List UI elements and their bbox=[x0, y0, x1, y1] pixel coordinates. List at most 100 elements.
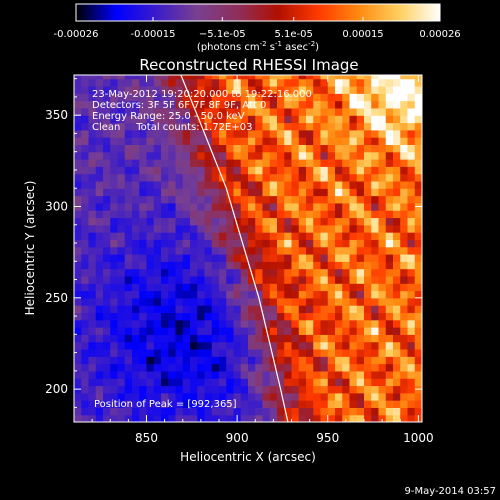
heatmap-cell bbox=[226, 348, 235, 357]
heatmap-cell bbox=[400, 378, 409, 387]
heatmap-cell bbox=[168, 173, 177, 182]
heatmap-cell bbox=[291, 385, 300, 394]
x-tick-label: 950 bbox=[316, 431, 339, 445]
heatmap-cell bbox=[175, 166, 184, 175]
heatmap-cell bbox=[364, 363, 372, 372]
heatmap-cell bbox=[269, 173, 278, 182]
heatmap-cell bbox=[342, 283, 351, 292]
heatmap-cell bbox=[320, 356, 329, 365]
heatmap-cell bbox=[414, 283, 422, 292]
heatmap-cell bbox=[291, 202, 300, 211]
heatmap-cell bbox=[407, 137, 416, 145]
heatmap-cell bbox=[182, 173, 191, 182]
heatmap-cell bbox=[168, 348, 177, 357]
heatmap-cell bbox=[219, 217, 227, 226]
heatmap-cell bbox=[248, 100, 256, 109]
heatmap-cell bbox=[284, 224, 293, 233]
heatmap-cell bbox=[190, 159, 198, 167]
heatmap-cell bbox=[211, 327, 220, 335]
heatmap-cell bbox=[277, 327, 285, 335]
heatmap-cell bbox=[219, 180, 227, 189]
heatmap-cell bbox=[255, 159, 264, 167]
heatmap-cell bbox=[313, 217, 322, 226]
heatmap-cell bbox=[385, 224, 394, 233]
heatmap-cell bbox=[103, 268, 111, 277]
heatmap-cell bbox=[190, 129, 198, 138]
heatmap-cell bbox=[81, 385, 90, 394]
heatmap-cell bbox=[204, 144, 213, 153]
heatmap-cell bbox=[161, 129, 169, 138]
heatmap-cell bbox=[400, 115, 409, 124]
heatmap-cell bbox=[211, 166, 220, 175]
heatmap-cell bbox=[313, 363, 322, 372]
heatmap-cell bbox=[327, 129, 336, 138]
heatmap-cell bbox=[240, 159, 249, 167]
heatmap-cell bbox=[407, 144, 416, 153]
heatmap-cell bbox=[356, 217, 365, 226]
heatmap-cell bbox=[153, 180, 162, 189]
heatmap-cell bbox=[385, 159, 394, 167]
heatmap-cell bbox=[298, 202, 307, 211]
heatmap-cell bbox=[306, 363, 314, 372]
heatmap-cell bbox=[139, 400, 148, 408]
heatmap-cell bbox=[95, 100, 104, 109]
heatmap-cell bbox=[349, 85, 358, 94]
heatmap-cell bbox=[400, 107, 409, 116]
heatmap-cell bbox=[153, 144, 162, 153]
heatmap-cell bbox=[385, 283, 394, 292]
heatmap-cell bbox=[306, 297, 314, 306]
heatmap-cell bbox=[95, 195, 104, 204]
heatmap-cell bbox=[81, 312, 90, 321]
heatmap-cell bbox=[342, 151, 351, 160]
heatmap-cell bbox=[306, 275, 314, 284]
heatmap-cell bbox=[139, 319, 148, 328]
heatmap-cell bbox=[371, 385, 380, 394]
heatmap-cell bbox=[378, 290, 387, 299]
heatmap-cell bbox=[349, 341, 358, 350]
heatmap-cell bbox=[385, 75, 394, 80]
heatmap-cell bbox=[146, 188, 155, 197]
heatmap-cell bbox=[153, 224, 162, 233]
heatmap-cell bbox=[226, 202, 235, 211]
heatmap-cell bbox=[248, 334, 256, 343]
heatmap-cell bbox=[255, 144, 264, 153]
heatmap-cell bbox=[182, 115, 191, 124]
heatmap-cell bbox=[168, 85, 177, 94]
heatmap-cell bbox=[414, 180, 422, 189]
heatmap-cell bbox=[255, 290, 264, 299]
heatmap-cell bbox=[190, 392, 198, 401]
heatmap-cell bbox=[204, 180, 213, 189]
heatmap-cell bbox=[313, 407, 322, 416]
heatmap-cell bbox=[182, 261, 191, 270]
heatmap-cell bbox=[219, 414, 227, 422]
heatmap-cell bbox=[356, 297, 365, 306]
heatmap-cell bbox=[88, 210, 97, 219]
heatmap-cell bbox=[407, 268, 416, 277]
heatmap-cell bbox=[132, 232, 140, 240]
heatmap-cell bbox=[139, 195, 148, 204]
heatmap-cell bbox=[233, 246, 242, 255]
heatmap-cell bbox=[197, 297, 206, 306]
heatmap-cell bbox=[240, 370, 249, 379]
heatmap-cell bbox=[95, 305, 104, 314]
heatmap-cell bbox=[153, 239, 162, 248]
heatmap-cell bbox=[378, 268, 387, 277]
heatmap-cell bbox=[393, 129, 401, 138]
annotation-time-range: 23-May-2012 19:20:20.000 to 19:22:16.000 bbox=[92, 89, 312, 100]
heatmap-cell bbox=[146, 144, 155, 153]
heatmap-cell bbox=[95, 144, 104, 153]
heatmap-cell bbox=[284, 378, 293, 387]
heatmap-cell bbox=[233, 392, 242, 401]
heatmap-cell bbox=[81, 195, 90, 204]
heatmap-cell bbox=[103, 400, 111, 408]
heatmap-cell bbox=[262, 253, 271, 262]
heatmap-cell bbox=[117, 166, 126, 175]
heatmap-cell bbox=[306, 334, 314, 343]
heatmap-cell bbox=[298, 378, 307, 387]
heatmap-cell bbox=[182, 166, 191, 175]
heatmap-cell bbox=[306, 217, 314, 226]
heatmap-cell bbox=[327, 305, 336, 314]
heatmap-cell bbox=[117, 253, 126, 262]
heatmap-cell bbox=[291, 122, 300, 131]
heatmap-cell bbox=[74, 180, 82, 189]
